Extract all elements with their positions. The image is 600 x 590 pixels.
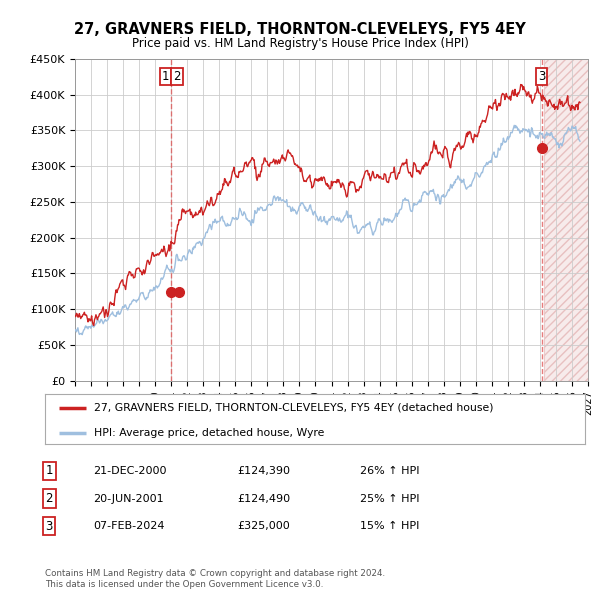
Text: 25% ↑ HPI: 25% ↑ HPI (360, 494, 419, 503)
Text: Contains HM Land Registry data © Crown copyright and database right 2024.
This d: Contains HM Land Registry data © Crown c… (45, 569, 385, 589)
Text: 27, GRAVNERS FIELD, THORNTON-CLEVELEYS, FY5 4EY (detached house): 27, GRAVNERS FIELD, THORNTON-CLEVELEYS, … (94, 402, 493, 412)
Text: 2: 2 (173, 70, 181, 83)
Text: 27, GRAVNERS FIELD, THORNTON-CLEVELEYS, FY5 4EY: 27, GRAVNERS FIELD, THORNTON-CLEVELEYS, … (74, 22, 526, 37)
Text: 21-DEC-2000: 21-DEC-2000 (93, 466, 167, 476)
Text: 3: 3 (46, 520, 53, 533)
Text: 26% ↑ HPI: 26% ↑ HPI (360, 466, 419, 476)
Text: £124,490: £124,490 (237, 494, 290, 503)
Text: 2: 2 (46, 492, 53, 505)
Text: 07-FEB-2024: 07-FEB-2024 (93, 522, 164, 531)
Text: Price paid vs. HM Land Registry's House Price Index (HPI): Price paid vs. HM Land Registry's House … (131, 37, 469, 50)
Text: HPI: Average price, detached house, Wyre: HPI: Average price, detached house, Wyre (94, 428, 324, 438)
Text: 1: 1 (46, 464, 53, 477)
Text: £124,390: £124,390 (237, 466, 290, 476)
Bar (544, 59, 600, 381)
Text: 3: 3 (538, 70, 545, 83)
Text: 20-JUN-2001: 20-JUN-2001 (93, 494, 164, 503)
Text: £325,000: £325,000 (237, 522, 290, 531)
Text: 1: 1 (162, 70, 169, 83)
Bar (544, 59, 600, 381)
Text: 15% ↑ HPI: 15% ↑ HPI (360, 522, 419, 531)
